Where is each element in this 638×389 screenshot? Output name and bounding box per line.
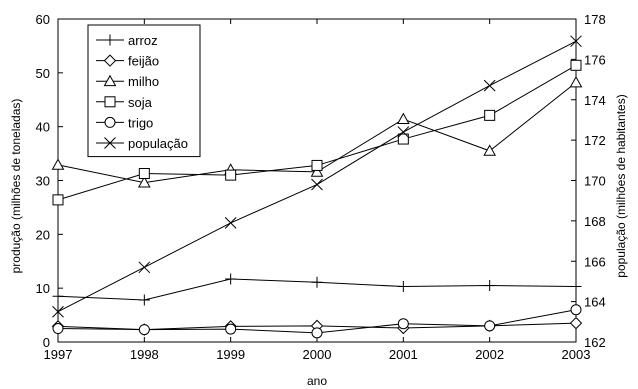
y-right-tick-label: 164 (584, 295, 606, 310)
x-tick-label: 2001 (389, 347, 418, 362)
legend-label: arroz (128, 33, 158, 48)
series-4-point (138, 168, 150, 180)
series-5-point (311, 327, 323, 339)
series-5-point (397, 318, 409, 330)
series-4-point (225, 169, 237, 181)
legend-box (87, 24, 201, 158)
legend-label: milho (128, 74, 159, 89)
series-5-point (570, 304, 582, 316)
series-5-point (225, 323, 237, 335)
series-3-point (137, 176, 151, 188)
y-axis-left-title: produção (milhões de toneladas) (9, 99, 23, 274)
legend-label: trigo (128, 115, 153, 130)
legend-marker-square (104, 96, 116, 108)
series-1-point (397, 281, 409, 293)
x-axis-title: ano (307, 374, 327, 388)
series-3-point (310, 165, 324, 177)
y-left-tick-label: 40 (36, 120, 50, 135)
legend-marker-diamond (103, 54, 117, 67)
legend: arroz feijão milho soja trigo população (87, 24, 201, 158)
y-left-tick-label: 10 (36, 281, 50, 296)
series-3-point (569, 75, 583, 88)
series-1-point (484, 279, 496, 291)
legend-marker-circle (104, 116, 116, 128)
y-right-tick-label: 170 (584, 174, 606, 189)
series-5-point (52, 323, 64, 335)
legend-label: feijão (128, 54, 159, 69)
legend-marker-triangle (103, 74, 117, 87)
series-1-point (570, 281, 582, 293)
series-3-point (51, 158, 65, 170)
x-tick-label: 1997 (44, 347, 73, 362)
plot-area: 1997 1998 1999 2000 2001 2002 2003 0 10 20 30 40 50 6… (36, 12, 606, 362)
legend-marker-plus (104, 34, 116, 46)
series-2-point (569, 316, 583, 330)
legend-marker-x (104, 137, 116, 149)
series-6-point (397, 126, 410, 138)
y-left-tick-label: 0 (43, 335, 50, 350)
series-4-point (52, 194, 64, 206)
series-6-point (570, 35, 582, 48)
series-6-point (138, 261, 151, 274)
y-right-tick-label: 166 (584, 254, 606, 269)
y-left-tick-label: 30 (36, 174, 50, 189)
series-4-point (397, 133, 409, 145)
y-right-tick-label: 168 (584, 214, 606, 229)
y-axis-right-title: população (milhões de habitantes) (614, 94, 628, 277)
series-6-point (224, 217, 237, 229)
series-3-point (483, 144, 497, 156)
x-tick-label: 1999 (216, 347, 245, 362)
series-6-point (483, 79, 496, 92)
series-6-point (52, 305, 64, 318)
y-left-tick-label: 60 (36, 12, 50, 27)
legend-label: soja (128, 95, 153, 110)
x-tick-label: 2002 (475, 347, 504, 362)
series-5-point (138, 324, 150, 336)
x-tick-label: 2003 (562, 347, 591, 362)
series-4-point (570, 59, 582, 71)
y-right-tick-label: 176 (584, 52, 606, 67)
series-4-point (311, 159, 323, 171)
series-1-point (138, 294, 150, 306)
series-5-point (484, 320, 496, 332)
y-right-tick-label: 178 (584, 12, 606, 27)
y-left-tick-label: 20 (36, 227, 50, 242)
y-right-tick-label: 162 (584, 335, 606, 350)
x-tick-label: 1998 (130, 347, 159, 362)
y-right-tick-label: 174 (584, 93, 606, 108)
series-3-point (396, 112, 410, 125)
series-4-point (484, 109, 496, 121)
y-right-tick-label: 172 (584, 133, 606, 148)
y-left-tick-label: 50 (36, 66, 50, 81)
series-1-point (311, 276, 323, 288)
legend-label: população (128, 136, 188, 151)
series-1-point (52, 290, 64, 302)
x-tick-label: 2000 (303, 347, 332, 362)
series-6-point (311, 178, 323, 191)
series-1-point (225, 273, 237, 285)
